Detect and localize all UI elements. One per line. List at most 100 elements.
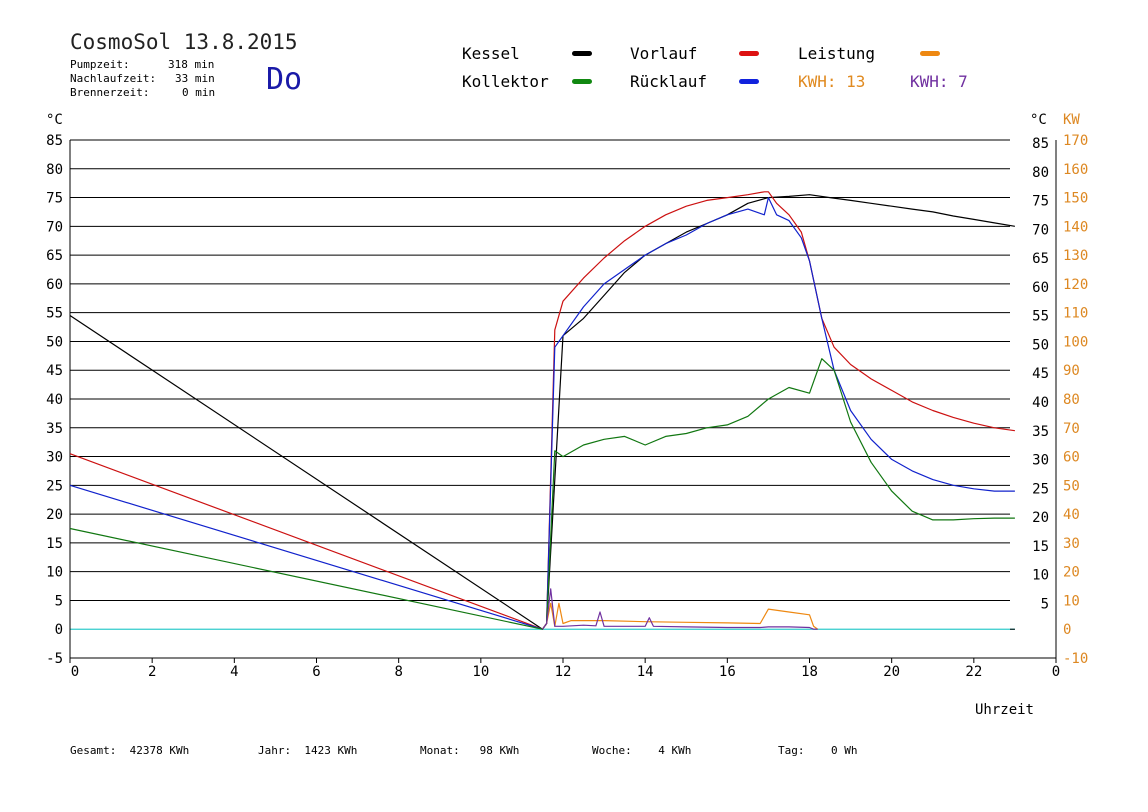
x-tick-label: 12 xyxy=(555,664,572,680)
y-tick-kw: 70 xyxy=(1063,421,1080,437)
y-tick-kw: 110 xyxy=(1063,306,1088,322)
legend-kwh-13: KWH: 13 xyxy=(798,72,866,91)
y-tick-kw: 40 xyxy=(1063,507,1080,523)
chart-title: CosmoSol 13.8.2015 xyxy=(70,30,298,54)
y-tick-kw: 60 xyxy=(1063,450,1080,466)
y-tick-kw: 100 xyxy=(1063,334,1088,350)
x-tick-label: 14 xyxy=(637,664,654,680)
y-tick-right: 70 xyxy=(1032,222,1049,238)
legend-kollektor-swatch xyxy=(572,79,592,84)
y-tick-kw: 0 xyxy=(1063,622,1071,638)
y-tick-left: 65 xyxy=(46,248,63,264)
y-tick-right: 35 xyxy=(1032,424,1049,440)
legend-leistung: Leistung xyxy=(798,44,876,63)
y-tick-left: 40 xyxy=(46,392,63,408)
y-axis-label-right: °C xyxy=(1030,112,1047,128)
y-tick-right: 60 xyxy=(1032,280,1049,296)
y-tick-right: 75 xyxy=(1032,194,1049,210)
y-axis-label-left: °C xyxy=(46,112,63,128)
y-tick-right: 30 xyxy=(1032,453,1049,469)
y-tick-kw: 160 xyxy=(1063,162,1088,178)
series-vorlauf xyxy=(69,191,1015,630)
pump-label: Pumpzeit: xyxy=(70,58,130,71)
brenner-label: Brennerzeit: xyxy=(70,86,150,99)
series-r-cklauf xyxy=(69,197,1015,630)
y-tick-left: 35 xyxy=(46,421,63,437)
y-tick-kw: 80 xyxy=(1063,392,1080,408)
y-tick-left: 50 xyxy=(46,334,63,350)
y-tick-kw: 150 xyxy=(1063,191,1088,207)
y-tick-right: 25 xyxy=(1032,481,1049,497)
x-tick-label: 4 xyxy=(230,664,238,680)
legend-vorlauf-swatch xyxy=(739,51,759,56)
weekday-label: Do xyxy=(266,62,303,97)
x-tick-label: 6 xyxy=(312,664,320,680)
x-tick-label: 22 xyxy=(965,664,982,680)
series-kwh-7 xyxy=(542,588,818,630)
brenner-value: 0 min xyxy=(182,86,216,99)
legend-leistung-swatch xyxy=(920,51,940,56)
y-tick-left: 0 xyxy=(55,622,63,638)
y-tick-left: 30 xyxy=(46,450,63,466)
footer-gesamt: Gesamt: 42378 KWh xyxy=(70,744,190,757)
legend-ruecklauf-swatch xyxy=(739,79,759,84)
y-tick-kw: 50 xyxy=(1063,478,1080,494)
legend-kessel: Kessel xyxy=(462,44,520,63)
y-tick-left: 80 xyxy=(46,162,63,178)
chart-labels: 8580757065605550454035302520151050-58580… xyxy=(46,112,1088,718)
y-axis-label-kw: KW xyxy=(1063,112,1080,128)
y-tick-kw: 170 xyxy=(1063,133,1088,149)
x-tick-label: 16 xyxy=(719,664,736,680)
x-axis-label: Uhrzeit xyxy=(975,702,1034,718)
y-tick-right: 15 xyxy=(1032,539,1049,555)
y-tick-right: 45 xyxy=(1032,366,1049,382)
y-tick-right: 40 xyxy=(1032,395,1049,411)
footer-jahr: Jahr: 1423 KWh xyxy=(258,744,358,757)
y-tick-left: 10 xyxy=(46,565,63,581)
x-tick-label: 18 xyxy=(801,664,818,680)
y-tick-left: 60 xyxy=(46,277,63,293)
y-tick-kw: 120 xyxy=(1063,277,1088,293)
x-tick-label: 8 xyxy=(394,664,402,680)
y-tick-left: 85 xyxy=(46,133,63,149)
nachlauf-label: Nachlaufzeit: xyxy=(70,72,157,85)
y-tick-left: 20 xyxy=(46,507,63,523)
legend-kollektor: Kollektor xyxy=(462,72,549,91)
y-tick-right: 65 xyxy=(1032,251,1049,267)
series-kollektor xyxy=(69,358,1015,630)
pump-value: 318 min xyxy=(168,58,215,71)
y-tick-right: 85 xyxy=(1032,136,1049,152)
footer-monat: Monat: 98 KWh xyxy=(420,744,520,757)
chart-grid xyxy=(70,139,1015,630)
x-tick-label: 0 xyxy=(1052,664,1060,680)
chart-axes xyxy=(69,140,1057,663)
y-tick-kw: 20 xyxy=(1063,565,1080,581)
footer-tag: Tag: 0 Wh xyxy=(778,744,858,757)
nachlauf-value: 33 min xyxy=(175,72,215,85)
legend-kwh-7: KWH: 7 xyxy=(910,72,968,91)
chart-series xyxy=(69,191,1015,630)
y-tick-kw: 10 xyxy=(1063,593,1080,609)
y-tick-left: 25 xyxy=(46,478,63,494)
y-tick-kw: -10 xyxy=(1063,651,1088,667)
legend-vorlauf: Vorlauf xyxy=(630,44,698,63)
x-tick-label: 2 xyxy=(148,664,156,680)
y-tick-left: 55 xyxy=(46,306,63,322)
y-tick-kw: 140 xyxy=(1063,219,1088,235)
y-tick-kw: 90 xyxy=(1063,363,1080,379)
y-tick-kw: 130 xyxy=(1063,248,1088,264)
series-kessel xyxy=(69,194,1015,630)
y-tick-left: -5 xyxy=(46,651,63,667)
y-tick-right: 5 xyxy=(1041,596,1049,612)
x-tick-label: 20 xyxy=(883,664,900,680)
footer-woche: Woche: 4 KWh xyxy=(592,744,692,757)
y-tick-right: 50 xyxy=(1032,337,1049,353)
legend-kessel-swatch xyxy=(572,51,592,56)
y-tick-right: 10 xyxy=(1032,568,1049,584)
y-tick-left: 75 xyxy=(46,191,63,207)
y-tick-left: 70 xyxy=(46,219,63,235)
x-tick-label: 0 xyxy=(71,664,79,680)
y-tick-right: 80 xyxy=(1032,165,1049,181)
y-tick-left: 15 xyxy=(46,536,63,552)
